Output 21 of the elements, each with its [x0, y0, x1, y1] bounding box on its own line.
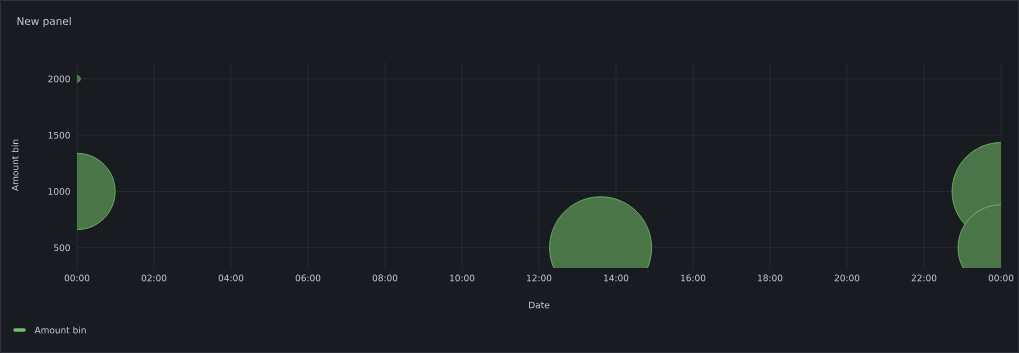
x-tick-label: 00:00	[64, 274, 90, 282]
y-tick-label: 2000	[48, 75, 70, 83]
x-tick-label: 18:00	[758, 274, 783, 282]
x-tick-label: 22:00	[911, 274, 937, 282]
x-tick-label: 14:00	[604, 274, 629, 282]
x-tick-label: 04:00	[218, 274, 244, 282]
x-tick-label: 12:00	[527, 274, 552, 282]
x-tick-label: 08:00	[372, 274, 398, 282]
x-tick-label: 16:00	[681, 274, 706, 282]
legend-label: Amount bin	[34, 326, 86, 334]
y-tick-label: 500	[54, 244, 70, 252]
chart-title: New panel	[17, 16, 71, 28]
x-tick-label: 10:00	[450, 274, 475, 282]
x-tick-label: 06:00	[295, 274, 321, 282]
x-tick-label: 20:00	[834, 274, 860, 282]
y-tick-label: 1500	[48, 131, 70, 139]
x-tick-label: 00:00	[988, 274, 1014, 282]
x-axis-title: Date	[529, 301, 550, 309]
x-tick-label: 02:00	[141, 274, 167, 282]
y-tick-label: 1000	[48, 188, 70, 195]
y-axis-title: Amount bin	[11, 139, 19, 191]
